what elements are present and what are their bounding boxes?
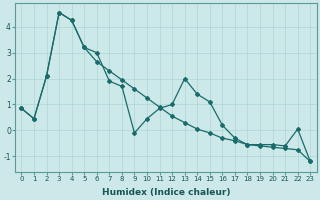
X-axis label: Humidex (Indice chaleur): Humidex (Indice chaleur): [101, 188, 230, 197]
